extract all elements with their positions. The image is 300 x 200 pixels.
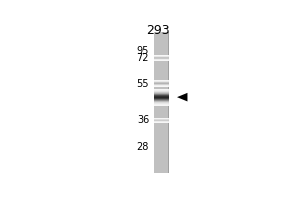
Text: 36: 36 bbox=[137, 115, 149, 125]
Text: 72: 72 bbox=[136, 53, 149, 63]
Polygon shape bbox=[177, 93, 188, 101]
Text: 55: 55 bbox=[136, 79, 149, 89]
Text: 293: 293 bbox=[147, 24, 170, 37]
Text: 28: 28 bbox=[137, 142, 149, 152]
Text: 95: 95 bbox=[137, 46, 149, 56]
